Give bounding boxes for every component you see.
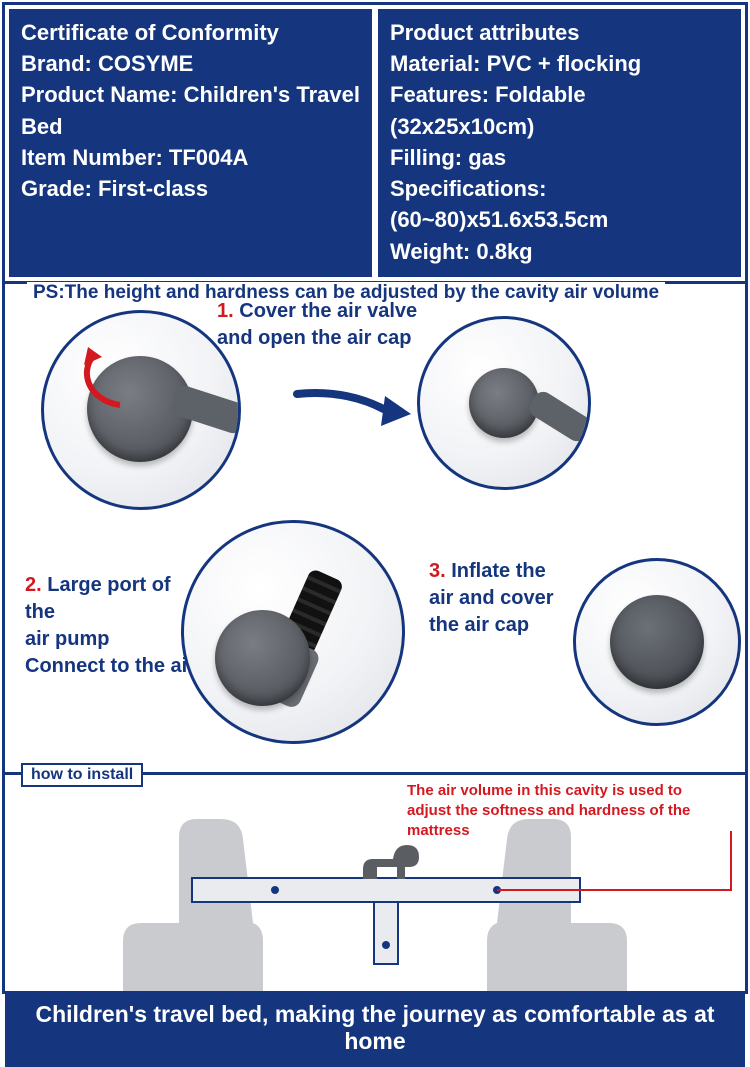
install-legend: how to install	[21, 763, 143, 787]
step-1-title: Cover the air valve	[239, 300, 417, 322]
spec-left-column: Certificate of Conformity Brand: COSYME …	[9, 9, 372, 277]
cavity-dot	[382, 941, 390, 949]
spec-right-column: Product attributes Material: PVC + flock…	[378, 9, 741, 277]
tagline: Children's travel bed, making the journe…	[5, 991, 745, 1067]
step-3-label: 3. Inflate the air and cover the air cap	[429, 558, 579, 639]
right-row: Material: PVC + flocking	[390, 48, 729, 79]
left-title: Certificate of Conformity	[21, 17, 360, 48]
spec-header: Certificate of Conformity Brand: COSYME …	[5, 5, 745, 281]
right-row: Features: Foldable (32x25x10cm)	[390, 79, 729, 141]
right-row: Weight: 0.8kg	[390, 236, 729, 267]
install-diagram	[13, 801, 737, 991]
cavity-dot	[493, 886, 501, 894]
step-3-number: 3.	[429, 560, 446, 582]
instructions-section: PS:The height and hardness can be adjust…	[5, 281, 745, 772]
step-2-number: 2.	[25, 574, 42, 596]
travel-bed-leg	[373, 901, 399, 965]
inflation-steps: 1. Cover the air valve and open the air …	[13, 300, 737, 760]
right-row: Specifications: (60~80)x51.6x53.5cm	[390, 173, 729, 235]
left-row: Grade: First-class	[21, 173, 360, 204]
step-2-line3: Connect to the air	[25, 655, 195, 677]
left-row: Product Name: Children's Travel Bed	[21, 79, 360, 141]
step-1-line2: and open the air cap	[217, 327, 411, 349]
step-2-title: Large port of the	[25, 574, 171, 623]
baby-silhouette-icon	[353, 835, 425, 881]
right-title: Product attributes	[390, 17, 729, 48]
step-3-title: Inflate the	[451, 560, 545, 582]
step-1b-image	[417, 316, 591, 490]
step-3-line3: the air cap	[429, 614, 529, 636]
page: Certificate of Conformity Brand: COSYME …	[2, 2, 748, 994]
step-1-label: 1. Cover the air valve and open the air …	[217, 298, 477, 352]
cavity-dot	[271, 886, 279, 894]
step-2-label: 2. Large port of the air pump Connect to…	[25, 572, 205, 680]
rotate-arrow-icon	[70, 343, 140, 423]
step-3-line2: air and cover	[429, 587, 554, 609]
step-1-number: 1.	[217, 300, 234, 322]
left-row: Brand: COSYME	[21, 48, 360, 79]
install-section: how to install The air volume in this ca…	[5, 775, 745, 991]
step-2-line2: air pump	[25, 628, 109, 650]
step-3-image	[573, 558, 741, 726]
right-row: Filling: gas	[390, 142, 729, 173]
arrow-icon	[293, 388, 413, 432]
step-1-image	[41, 310, 241, 510]
left-row: Item Number: TF004A	[21, 142, 360, 173]
step-2-image	[181, 520, 405, 744]
